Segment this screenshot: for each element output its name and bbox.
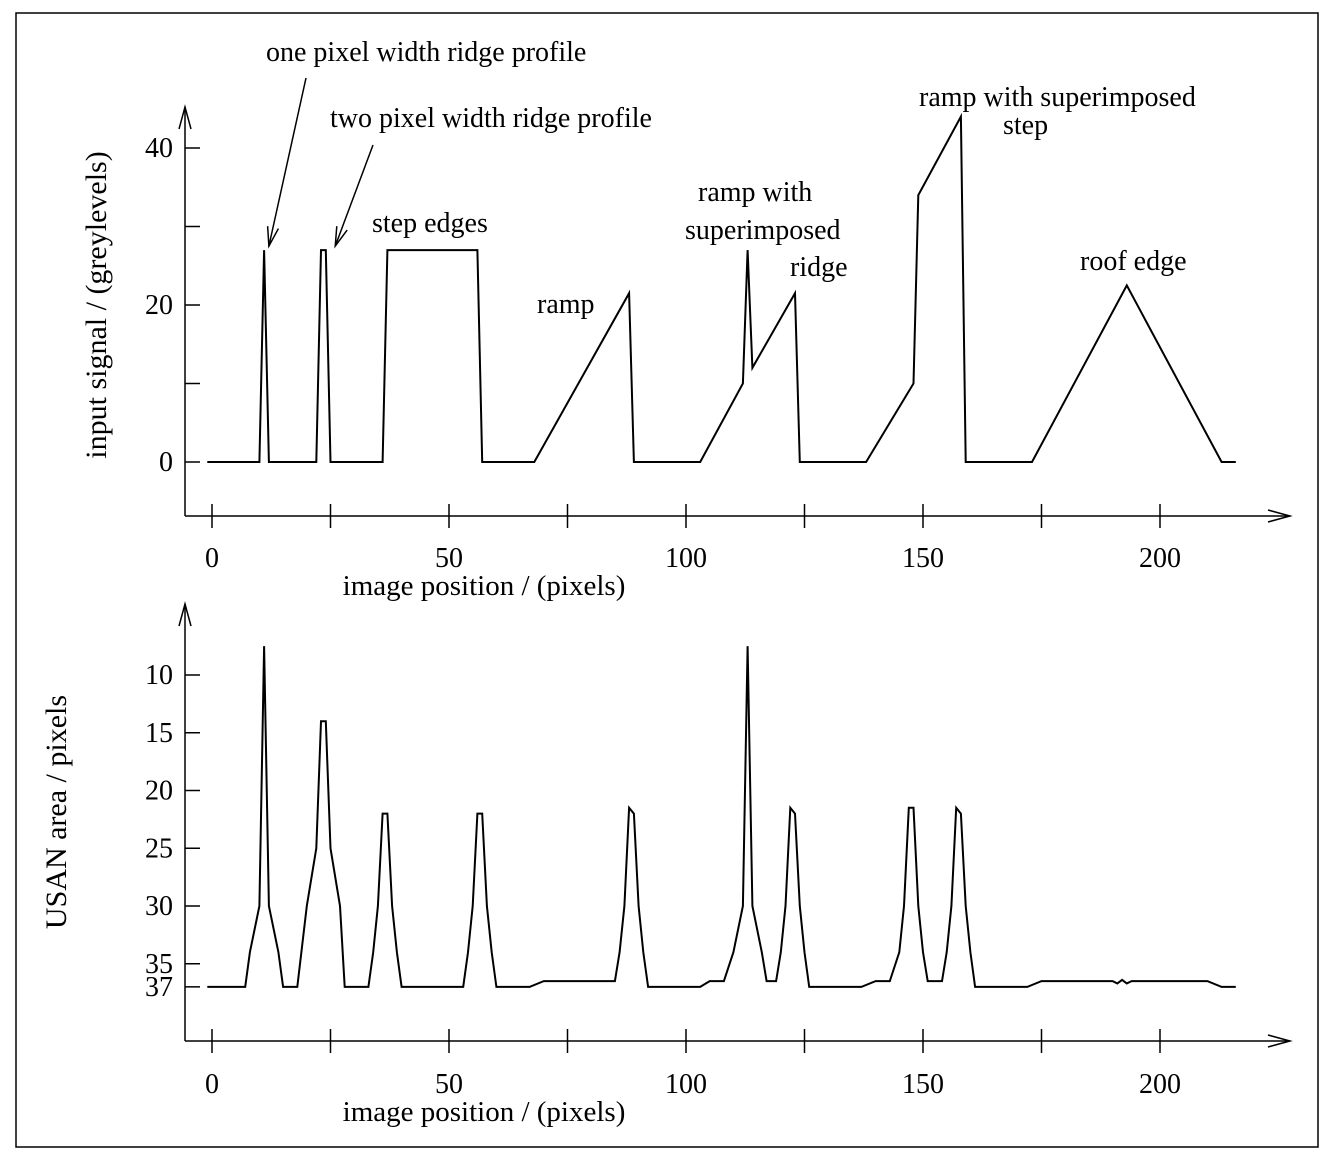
- input-signal-ticks: 0 50 100 150 200 0 20 40: [145, 133, 1181, 574]
- input-signal-y-tick-label: 0: [159, 447, 173, 478]
- usan-area-x-axis-arrowhead: [1267, 1034, 1293, 1048]
- usan-area-x-tick-label: 200: [1139, 1069, 1181, 1100]
- input-signal-y-tick-label: 40: [145, 133, 173, 164]
- usan-area-y-axis-label: USAN area / pixels: [40, 695, 73, 929]
- input-signal-y-tick-label: 20: [145, 290, 173, 321]
- usan-area-y-tick-label: 25: [145, 833, 173, 864]
- annotation-ramp-superimposed: ramp with superimposed: [919, 82, 1196, 113]
- annotation-arrowhead: [334, 226, 348, 249]
- usan-area-x-axis-label: image position / (pixels): [343, 1096, 626, 1128]
- usan-area-x-tick-label: 0: [205, 1069, 219, 1100]
- annotation-step: step: [1003, 110, 1048, 141]
- usan-area-y-tick-label: 20: [145, 776, 173, 807]
- annotation-ramp: ramp: [537, 289, 595, 320]
- input-signal-x-axis-arrowhead: [1267, 509, 1293, 523]
- usan-area-series-line: [207, 646, 1236, 988]
- input-signal-y-axis-arrowhead: [178, 104, 192, 130]
- figure-frame: [15, 12, 1319, 1148]
- input-signal-x-tick-label: 50: [435, 543, 463, 574]
- input-signal-x-tick-label: 200: [1139, 543, 1181, 574]
- annotation-roof-edge: roof edge: [1080, 246, 1187, 277]
- input-signal-series-line: [207, 112, 1236, 463]
- usan-area-y-tick-label: 30: [145, 891, 173, 922]
- usan-area-x-tick-label: 50: [435, 1069, 463, 1100]
- usan-area-x-tick-label: 150: [902, 1069, 944, 1100]
- usan-area-series: [207, 646, 1236, 988]
- usan-area-axes: [178, 601, 1293, 1048]
- input-signal-x-tick-label: 150: [902, 543, 944, 574]
- input-signal-x-tick-label: 0: [205, 543, 219, 574]
- usan-area-x-tick-label: 100: [665, 1069, 707, 1100]
- usan-area-y-axis-arrowhead: [178, 601, 192, 627]
- usan-area-y-tick-label: 10: [145, 660, 173, 691]
- annotation-superimposed: superimposed: [685, 215, 841, 246]
- annotation-arrowhead: [266, 226, 280, 249]
- usan-area-y-tick-label: 35: [145, 949, 173, 980]
- input-signal-panel: 0 50 100 150 200 0 20 40 input signal / (greyle…: [80, 37, 1293, 602]
- annotations: one pixel width ridge profile two pixel …: [266, 37, 1196, 320]
- annotation-two-pixel-ridge: two pixel width ridge profile: [330, 103, 652, 134]
- annotation-step-edges: step edges: [372, 208, 488, 239]
- annotation-arrows: [266, 77, 374, 249]
- input-signal-y-axis-label: input signal / (greylevels): [80, 151, 113, 458]
- input-signal-series: [207, 112, 1236, 463]
- usan-area-y-tick-label: 37: [145, 972, 173, 1003]
- input-signal-x-tick-label: 100: [665, 543, 707, 574]
- annotation-ridge: ridge: [790, 252, 848, 283]
- input-signal-axes: [178, 104, 1293, 523]
- annotation-one-pixel-ridge: one pixel width ridge profile: [266, 37, 586, 68]
- usan-area-y-tick-label: 15: [145, 718, 173, 749]
- input-signal-x-axis-label: image position / (pixels): [343, 570, 626, 602]
- annotation-ramp-with: ramp with: [698, 177, 812, 208]
- annotation-arrow: [334, 144, 374, 247]
- annotation-arrow: [268, 77, 307, 247]
